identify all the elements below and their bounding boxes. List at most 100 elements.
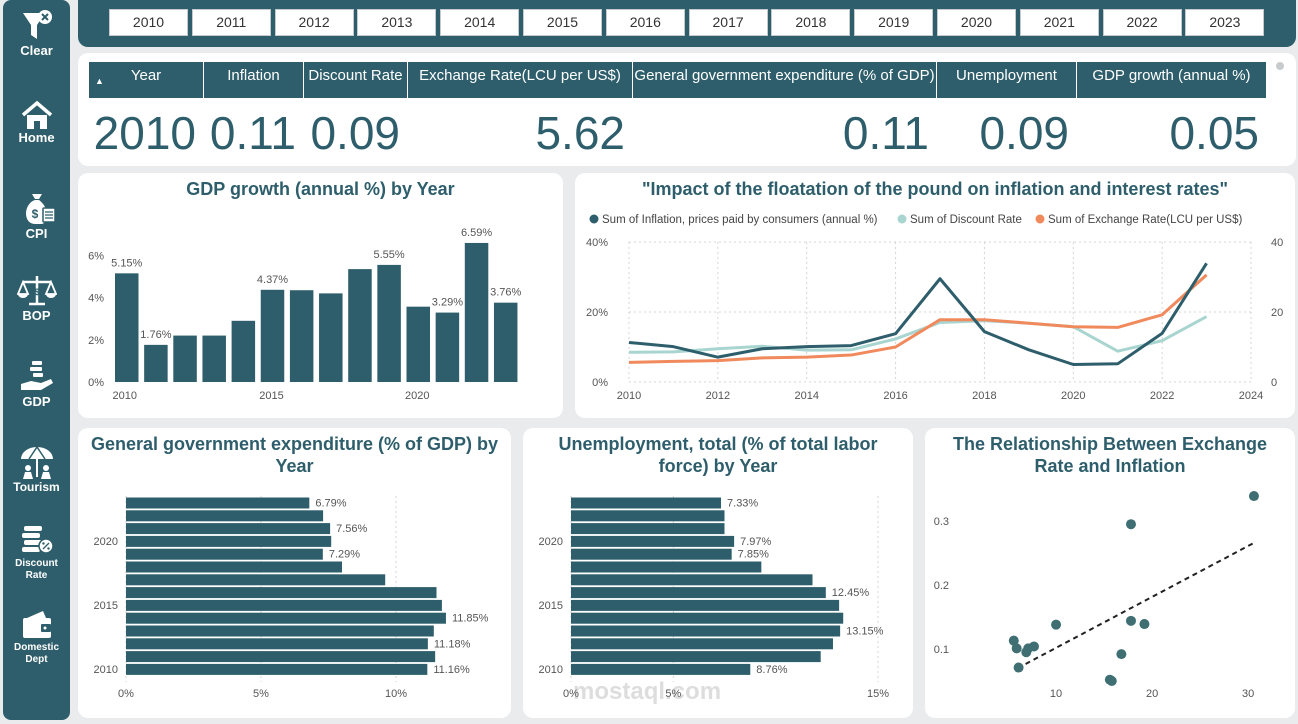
kpi-header-6[interactable]: GDP growth (annual %): [1077, 62, 1267, 98]
scatter-point[interactable]: [1051, 619, 1062, 630]
nav-home[interactable]: Home: [3, 100, 70, 144]
bar-2010[interactable]: [126, 663, 428, 675]
bar-2014[interactable]: [571, 612, 844, 624]
sort-ascending-icon[interactable]: ▲: [95, 76, 104, 86]
nav-bop[interactable]: $ BOP: [3, 272, 70, 322]
y-tick-label: 0.3: [934, 516, 949, 528]
bar-2010[interactable]: [571, 663, 751, 675]
bar-2021[interactable]: [435, 312, 460, 382]
bar-2020[interactable]: [571, 535, 735, 547]
bar-2011[interactable]: [571, 651, 821, 663]
bar-2020[interactable]: [406, 306, 431, 382]
scatter-point[interactable]: [1008, 635, 1019, 646]
bar-2015[interactable]: [260, 289, 285, 382]
bar-2015[interactable]: [571, 599, 840, 611]
scatter-point[interactable]: [1139, 619, 1150, 630]
year-button-2023[interactable]: 2023: [1185, 9, 1265, 36]
bar-2014[interactable]: [231, 320, 256, 382]
bar-2017[interactable]: [571, 574, 813, 586]
year-button-2011[interactable]: 2011: [191, 9, 271, 36]
bar-2013[interactable]: [571, 625, 841, 637]
nav-discount-rate[interactable]: Discount Rate: [3, 522, 70, 582]
bar-2010[interactable]: [115, 273, 139, 382]
kpi-header-4[interactable]: General government expenditure (% of GDP…: [633, 62, 937, 98]
filter-clear-icon: [22, 10, 52, 39]
year-button-2010[interactable]: 2010: [109, 9, 188, 36]
series-line-2[interactable]: [628, 273, 1208, 364]
series-line-1[interactable]: [628, 315, 1208, 354]
year-button-2016[interactable]: 2016: [605, 9, 685, 36]
bar-2020[interactable]: [126, 535, 332, 547]
bar-2016[interactable]: [571, 587, 826, 599]
bar-2023[interactable]: [571, 497, 722, 509]
x-tick-label: 0%: [563, 688, 579, 700]
bar-2017[interactable]: [319, 293, 343, 382]
kpi-header-5[interactable]: Unemployment: [937, 62, 1077, 98]
scatter-point[interactable]: [1028, 641, 1039, 652]
exchange-inflation-card: The Relationship Between Exchange Rate a…: [925, 428, 1295, 718]
nav-domestic-dept[interactable]: Domestic Dept: [3, 608, 70, 666]
kpi-header-3[interactable]: Exchange Rate(LCU per US$): [408, 62, 633, 98]
bar-2011[interactable]: [126, 651, 436, 663]
bar-2015[interactable]: [126, 599, 442, 611]
year-button-2022[interactable]: 2022: [1102, 9, 1182, 36]
x-tick-label: 15%: [867, 688, 889, 700]
scatter-point[interactable]: [1011, 643, 1022, 654]
bar-2016[interactable]: [126, 587, 437, 599]
bar-2012[interactable]: [126, 638, 428, 650]
series-line-0[interactable]: [628, 262, 1208, 366]
year-button-2014[interactable]: 2014: [440, 9, 520, 36]
scatter-point[interactable]: [1248, 491, 1259, 502]
bar-2019[interactable]: [571, 548, 732, 560]
nav-gdp[interactable]: GDP: [3, 358, 70, 408]
gov-expenditure-chart: 6.79% 7.56% 7.29% 11.85% 11.18% 11.16% 2020 201…: [94, 496, 489, 700]
kpi-header-1[interactable]: Inflation: [204, 62, 304, 98]
bar-2023[interactable]: [493, 302, 518, 382]
bar-2019[interactable]: [377, 264, 401, 382]
bar-2018[interactable]: [126, 561, 342, 573]
bar-2019[interactable]: [126, 548, 323, 560]
year-button-2019[interactable]: 2019: [854, 9, 934, 36]
scatter-point[interactable]: [1104, 674, 1115, 685]
nav-tourism[interactable]: Tourism: [3, 443, 70, 493]
year-button-2021[interactable]: 2021: [1019, 9, 1099, 36]
y-tick-label: 2015: [539, 600, 563, 612]
bar-2021[interactable]: [571, 523, 725, 535]
bar-2022[interactable]: [571, 510, 725, 522]
bar-2016[interactable]: [289, 290, 314, 382]
nav-cpi[interactable]: $ CPI: [3, 188, 70, 240]
year-button-2012[interactable]: 2012: [274, 9, 354, 36]
year-button-2020[interactable]: 2020: [937, 9, 1016, 36]
kpi-header-0[interactable]: Year ▲: [89, 62, 204, 98]
year-button-2015[interactable]: 2015: [523, 9, 602, 36]
kpi-header-2[interactable]: Discount Rate: [304, 62, 408, 98]
year-button-2013[interactable]: 2013: [357, 9, 437, 36]
clear-label: Clear: [20, 43, 53, 58]
scatter-point[interactable]: [1125, 615, 1136, 626]
bar-2012[interactable]: [571, 638, 833, 650]
data-label: 7.85%: [738, 549, 769, 561]
year-button-2017[interactable]: 2017: [688, 9, 768, 36]
bar-2014[interactable]: [126, 612, 446, 624]
scatter-point[interactable]: [1013, 662, 1024, 673]
bar-2017[interactable]: [126, 574, 386, 586]
year-slicer: 2010 2011 2012 2013 2014 2015 2016 2017 2018 2019…: [78, 0, 1296, 47]
bar-2022[interactable]: [464, 242, 489, 382]
bar-2013[interactable]: [202, 335, 226, 382]
scatter-point[interactable]: [1116, 649, 1127, 660]
bar-2022[interactable]: [126, 510, 324, 522]
scrollbar-thumb[interactable]: [1275, 60, 1285, 72]
clear-button[interactable]: Clear: [3, 5, 70, 57]
bar-2018[interactable]: [571, 561, 762, 573]
kpi-header-label: General government expenditure (% of GDP…: [634, 67, 935, 84]
right-axis-tick: 0: [1271, 377, 1277, 389]
bar-2011[interactable]: [144, 344, 168, 382]
bar-2012[interactable]: [173, 335, 197, 382]
bar-2018[interactable]: [348, 269, 372, 382]
scatter-point[interactable]: [1125, 519, 1136, 530]
bar-2021[interactable]: [126, 523, 331, 535]
bar-2013[interactable]: [126, 625, 434, 637]
year-button-2018[interactable]: 2018: [771, 9, 851, 36]
data-label: 7.97%: [740, 536, 771, 548]
bar-2023[interactable]: [126, 497, 310, 509]
